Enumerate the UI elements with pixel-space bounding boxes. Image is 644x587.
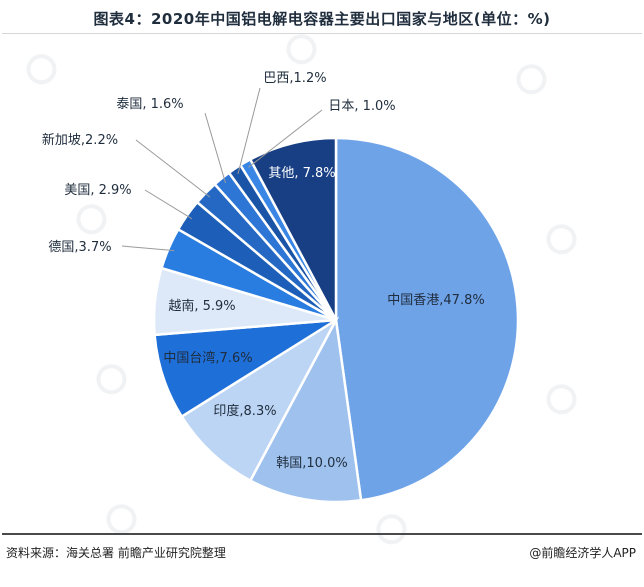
watermark-icon [96, 364, 127, 395]
slice-label-10: 日本, 1.0% [328, 99, 395, 114]
slice-label-5: 德国,3.7% [48, 240, 111, 255]
watermark-icon [26, 54, 57, 85]
watermark-icon [76, 204, 107, 235]
leader-lines [121, 87, 323, 252]
watermark-logo [26, 54, 57, 85]
watermark-icon [286, 34, 317, 65]
slice-label-3: 中国台湾,7.6% [163, 350, 252, 366]
watermark-logo [516, 64, 547, 95]
pie-slice-11 [248, 136, 338, 321]
pie-slice-2 [179, 316, 340, 483]
slice-label-11: 其他, 7.8% [268, 166, 335, 181]
watermark-logo [286, 34, 317, 65]
watermark-logo [546, 224, 577, 255]
watermark-icon [106, 504, 137, 535]
slice-label-1: 韩国,10.0% [276, 456, 347, 471]
leader-line-7 [135, 139, 211, 198]
slice-labels: 中国香港,47.8% 韩国,10.0% 印度,8.3% 中国台湾,7.6% 越南, 5.… [42, 71, 485, 471]
watermark-logo [376, 514, 407, 545]
watermark-logo [96, 364, 127, 395]
footer-divider [2, 533, 642, 535]
source-note: 资料来源：海关总署 前瞻产业研究院整理 [6, 546, 226, 560]
watermark-icon [516, 64, 547, 95]
brand-note: @前瞻经济学人APP [529, 546, 636, 560]
slice-label-7: 新加坡,2.2% [42, 132, 118, 148]
slice-label-6: 美国, 2.9% [64, 183, 131, 198]
title-divider [2, 33, 642, 34]
pie-slices [152, 136, 520, 504]
pie-slice-0 [334, 136, 520, 502]
slice-label-9: 巴西,1.2% [263, 71, 326, 86]
chart-title: 图表4：2020年中国铝电解电容器主要出口国家与地区(单位：%) [93, 10, 551, 28]
watermark-icon [546, 224, 577, 255]
leader-line-6 [144, 189, 193, 220]
leader-line-9 [237, 87, 261, 174]
slice-label-0: 中国香港,47.8% [387, 293, 484, 308]
slice-label-2: 印度,8.3% [213, 403, 276, 419]
leader-line-5 [121, 245, 175, 252]
watermark-icon [546, 384, 577, 415]
watermark-icon [376, 514, 407, 545]
slice-label-4: 越南, 5.9% [168, 298, 235, 314]
watermark-logo [106, 504, 137, 535]
pie-slice-1 [248, 316, 363, 504]
watermark-logo [546, 384, 577, 415]
leader-line-10 [248, 109, 323, 168]
watermark-logo [76, 204, 107, 235]
slice-label-8: 泰国, 1.6% [116, 97, 183, 112]
leader-line-8 [204, 112, 227, 184]
